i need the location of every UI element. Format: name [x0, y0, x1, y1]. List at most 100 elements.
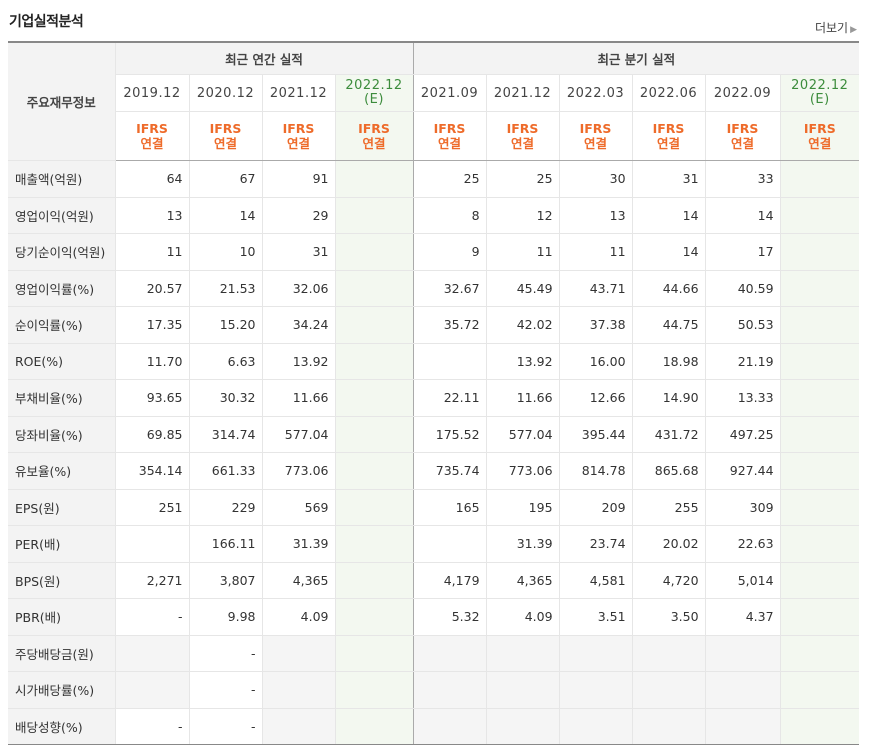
table-cell	[334, 416, 414, 453]
table-cell: 22.63	[704, 525, 781, 563]
table-cell: 354.14	[114, 452, 189, 490]
table-row: 배당성향(%) - -	[8, 708, 860, 745]
table-cell: 30	[558, 160, 633, 198]
table-cell: 166.11	[188, 525, 262, 563]
table-cell	[704, 634, 781, 672]
consolidated-text: 연결	[140, 136, 164, 151]
ifrs-text: IFRS	[652, 121, 685, 136]
consolidated-text: 연결	[286, 136, 310, 151]
table-cell: 209	[558, 488, 633, 526]
table-cell	[114, 634, 189, 672]
table-cell: 22.11	[412, 379, 487, 417]
table-cell	[558, 708, 633, 745]
ifrs-text: IFRS	[136, 121, 168, 136]
period-header: 2021.09	[412, 74, 487, 112]
table-cell: -	[114, 598, 189, 636]
table-cell	[334, 598, 414, 636]
table-cell: 13	[558, 197, 633, 234]
table-cell: 251	[114, 488, 189, 526]
table-cell: 195	[485, 488, 560, 526]
table-cell	[334, 197, 414, 234]
table-cell	[704, 671, 781, 709]
table-cell: 6.63	[188, 343, 262, 380]
chevron-right-icon: ▶	[850, 25, 857, 35]
table-cell	[558, 671, 633, 709]
table-cell	[334, 488, 414, 526]
table-cell: 13	[114, 197, 189, 234]
table-row: 매출액(억원) 64 67 91 25 25 30 31 33	[8, 160, 860, 198]
table-cell	[558, 634, 633, 672]
table-cell	[334, 562, 414, 599]
table-cell: 4.09	[261, 598, 335, 636]
more-link[interactable]: 더보기 ▶	[815, 19, 857, 36]
table-row: 영업이익(억원) 13 14 29 8 12 13 14 14	[8, 197, 860, 234]
ifrs-label: IFRS 연결	[114, 111, 189, 161]
table-cell: 11.70	[114, 343, 189, 380]
period-label: 2021.12	[269, 85, 328, 101]
ifrs-label: IFRS 연결	[485, 111, 560, 161]
table-cell: 12	[485, 197, 560, 234]
table-cell: 10	[188, 233, 262, 271]
row-label: ROE(%)	[8, 343, 115, 380]
table-cell: 42.02	[485, 306, 560, 344]
table-cell: 9.98	[188, 598, 262, 636]
table-cell	[412, 343, 487, 380]
ifrs-label: IFRS 연결	[779, 111, 860, 161]
consolidated-text: 연결	[213, 136, 237, 151]
table-cell: 30.32	[188, 379, 262, 417]
table-cell	[779, 598, 860, 636]
row-label: 부채비율(%)	[8, 379, 115, 417]
table-cell	[334, 379, 414, 417]
period-header: 2020.12	[188, 74, 262, 112]
table-cell	[779, 488, 860, 526]
table-cell	[334, 671, 414, 709]
table-cell: 3,807	[188, 562, 262, 599]
ifrs-text: IFRS	[358, 121, 390, 136]
table-row: PBR(배) -9.98 4.09 5.32 4.09 3.51 3.50 4.37	[8, 598, 860, 636]
table-cell	[779, 343, 860, 380]
table-cell: 14	[704, 197, 781, 234]
table-cell: 20.57	[114, 269, 189, 307]
more-label[interactable]: 더보기	[814, 21, 849, 35]
table-cell: 29	[261, 197, 335, 234]
table-cell: 37.38	[558, 306, 633, 344]
table-cell: 12.66	[558, 379, 633, 417]
table-row: 주당배당금(원) -	[8, 634, 860, 672]
table-cell: 11.66	[485, 379, 560, 417]
table-cell	[779, 269, 860, 307]
table-cell: 314.74	[188, 416, 262, 453]
table-row: EPS(원) 251 229 569 165 195 209 255 309	[8, 488, 860, 526]
table-cell: 21.53	[188, 269, 262, 307]
table-cell: -	[188, 671, 262, 709]
table-cell: 3.50	[631, 598, 706, 636]
table-cell: 25	[412, 160, 487, 198]
table-cell: 34.24	[261, 306, 335, 344]
table-cell: 64	[114, 160, 189, 198]
table-cell: 25	[485, 160, 560, 198]
table-cell	[114, 525, 189, 563]
row-label: 매출액(억원)	[8, 160, 115, 198]
table-cell: 45.49	[485, 269, 560, 307]
table-cell: 44.66	[631, 269, 706, 307]
period-header: 2022.06	[631, 74, 706, 112]
ifrs-text: IFRS	[209, 121, 242, 136]
period-label: 2020.12	[196, 85, 255, 101]
ifrs-text: IFRS	[506, 121, 539, 136]
table-cell: -	[114, 708, 189, 745]
table-cell: 16.00	[558, 343, 633, 380]
table-cell: 14.90	[631, 379, 706, 417]
table-cell: 14	[631, 197, 706, 234]
table-cell: 8	[412, 197, 487, 234]
table-cell: 69.85	[114, 416, 189, 453]
table-cell	[779, 525, 860, 563]
table-row: 순이익률(%) 17.35 15.20 34.24 35.72 42.02 37.38 44.…	[8, 306, 860, 344]
consolidated-text: 연결	[584, 136, 608, 151]
row-label: 시가배당률(%)	[8, 671, 115, 709]
period-label: 2022.06	[639, 85, 698, 101]
row-label: 순이익률(%)	[8, 306, 115, 344]
table-row: PER(배) 166.11 31.39 31.39 23.74 20.02 22.63	[8, 525, 860, 563]
table-cell: 13.92	[261, 343, 335, 380]
table-cell	[779, 306, 860, 344]
table-cell	[779, 416, 860, 453]
table-cell: 17	[704, 233, 781, 271]
